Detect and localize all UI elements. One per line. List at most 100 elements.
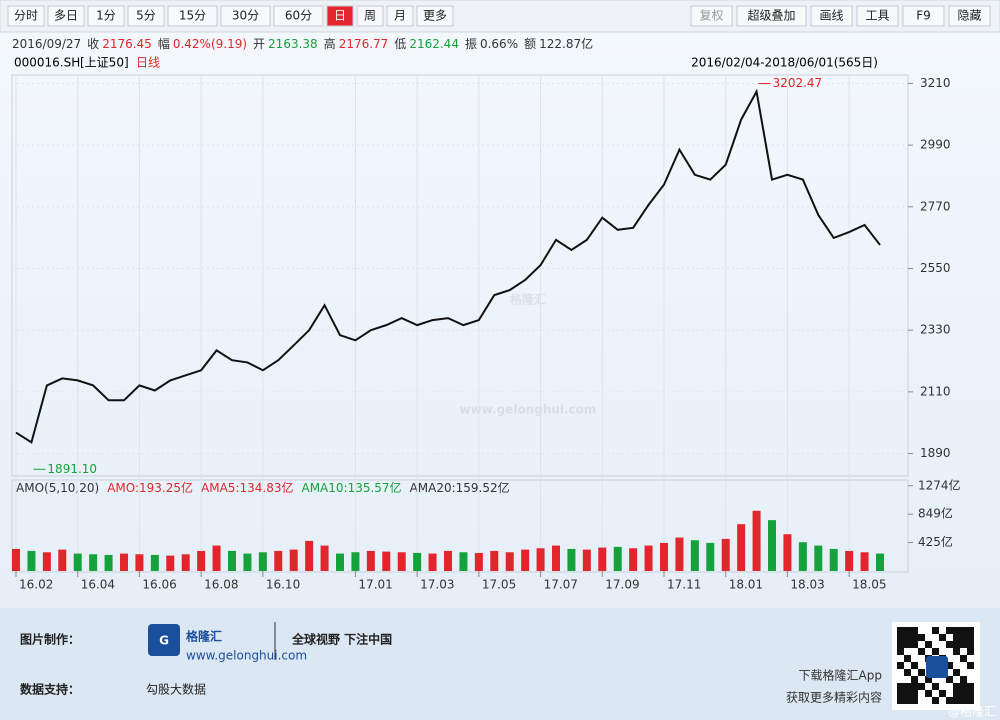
logo-icon bbox=[148, 624, 180, 656]
volume-bar bbox=[536, 548, 545, 571]
volume-bar bbox=[428, 553, 437, 571]
tool-button[interactable] bbox=[948, 5, 991, 27]
tab[interactable] bbox=[416, 5, 454, 27]
date-range[interactable]: 2016/02/04-2018/06/01(565日) bbox=[691, 56, 878, 70]
qr-cell bbox=[932, 683, 939, 690]
watermark-logo: 格隆汇 bbox=[510, 292, 546, 307]
volume-bar bbox=[613, 546, 622, 571]
logo-url: www.gelonghui.com bbox=[186, 649, 307, 663]
tab[interactable] bbox=[273, 5, 324, 27]
qr-cell bbox=[967, 697, 974, 704]
tool-label[interactable]: 复权 bbox=[699, 9, 723, 23]
qr-code bbox=[892, 622, 980, 710]
tab-label[interactable]: 5分 bbox=[136, 9, 156, 23]
x-tick-label: 17.07 bbox=[544, 578, 578, 592]
qr-cell bbox=[960, 641, 967, 648]
volume-bar bbox=[521, 549, 530, 571]
tab-label[interactable]: 月 bbox=[394, 9, 406, 23]
x-tick-label: 18.03 bbox=[790, 578, 824, 592]
legend-entry: AMO:193.25亿 bbox=[107, 480, 193, 495]
tool-label[interactable]: 画线 bbox=[819, 9, 843, 23]
x-tick-label: 17.03 bbox=[420, 578, 454, 592]
qr-cell bbox=[925, 676, 932, 683]
volume-bar bbox=[876, 553, 884, 571]
tool-button[interactable] bbox=[902, 5, 945, 27]
tool-button[interactable] bbox=[736, 5, 807, 27]
volume-bar bbox=[752, 510, 761, 571]
tool-label[interactable]: 超级叠加 bbox=[747, 8, 795, 23]
qr-cell bbox=[953, 683, 960, 690]
tab-label[interactable]: 15分 bbox=[179, 9, 206, 23]
qr-cell bbox=[960, 697, 967, 704]
volume-bar bbox=[690, 540, 699, 571]
volume-bar bbox=[58, 549, 67, 571]
tool-label[interactable]: F9 bbox=[916, 9, 931, 23]
tool-label[interactable]: 隐藏 bbox=[957, 9, 981, 23]
tab[interactable] bbox=[326, 5, 354, 27]
legend-entry: AMA10:135.57亿 bbox=[301, 480, 401, 495]
y-tick-label: 849亿 bbox=[918, 506, 953, 521]
volume-bar bbox=[320, 545, 329, 571]
tool-button[interactable] bbox=[810, 5, 853, 27]
volume-bar bbox=[505, 552, 514, 571]
qr-cell bbox=[904, 634, 911, 641]
quote-item: 2162.44 bbox=[409, 37, 459, 51]
symbol: 000016.SH bbox=[14, 56, 80, 70]
volume-bar bbox=[27, 550, 36, 571]
tab[interactable] bbox=[87, 5, 125, 27]
volume-bar bbox=[258, 552, 267, 571]
tab[interactable] bbox=[127, 5, 165, 27]
x-tick-label: 17.05 bbox=[482, 578, 516, 592]
app-line-2: 获取更多精彩内容 bbox=[786, 690, 882, 705]
qr-cell bbox=[953, 627, 960, 634]
qr-cell bbox=[904, 690, 911, 697]
logo-text: 格隆汇 bbox=[186, 629, 222, 644]
price-line bbox=[15, 88, 881, 444]
x-tick-label: 16.04 bbox=[81, 578, 115, 592]
tab[interactable] bbox=[167, 5, 218, 27]
quote-item: 0.66% bbox=[480, 37, 518, 51]
qr-cell bbox=[953, 690, 960, 697]
tab-label[interactable]: 周 bbox=[364, 9, 376, 23]
tab[interactable] bbox=[356, 5, 384, 27]
tab-label[interactable]: 更多 bbox=[423, 9, 447, 23]
volume-bar bbox=[413, 552, 422, 571]
slogan: 全球视野 下注中国 bbox=[291, 632, 392, 647]
data-label: 数据支持： bbox=[20, 682, 80, 697]
quote-item: 额 bbox=[524, 37, 536, 51]
qr-cell bbox=[967, 641, 974, 648]
volume-bar bbox=[829, 548, 838, 571]
tab-label[interactable]: 多日 bbox=[54, 9, 78, 23]
qr-cell bbox=[911, 690, 918, 697]
tab[interactable] bbox=[220, 5, 271, 27]
tool-label[interactable]: 工具 bbox=[865, 9, 889, 23]
tool-button[interactable] bbox=[856, 5, 899, 27]
quote-item: 0.42%(9.19) bbox=[173, 37, 247, 51]
tab-label[interactable]: 1分 bbox=[96, 9, 116, 23]
x-tick-label: 16.08 bbox=[204, 578, 238, 592]
tool-button[interactable] bbox=[690, 5, 733, 27]
qr-cell bbox=[897, 690, 904, 697]
volume-bar bbox=[444, 550, 452, 571]
volume-bar bbox=[336, 553, 344, 571]
tab-label[interactable]: 30分 bbox=[232, 9, 259, 23]
volume-bar bbox=[629, 548, 638, 571]
qr-cell bbox=[897, 697, 904, 704]
annotation-label: 3202.47 bbox=[773, 76, 823, 90]
watermark-url: www.gelonghui.com bbox=[460, 403, 597, 417]
tab-label[interactable]: 分时 bbox=[14, 9, 38, 23]
qr-cell bbox=[953, 641, 960, 648]
volume-bar bbox=[598, 547, 607, 571]
qr-cell bbox=[960, 634, 967, 641]
quote-item: 2163.38 bbox=[268, 37, 318, 51]
quote-item: 低 bbox=[394, 37, 406, 51]
y-tick-label: 1890 bbox=[920, 446, 951, 460]
tab[interactable] bbox=[47, 5, 85, 27]
volume-bar bbox=[135, 554, 144, 571]
tab[interactable] bbox=[386, 5, 414, 27]
y-tick-label: 1274亿 bbox=[918, 477, 961, 492]
tab[interactable] bbox=[7, 5, 45, 27]
quote-item: 幅 bbox=[158, 36, 170, 51]
tab-label[interactable]: 日 bbox=[334, 9, 346, 23]
tab-label[interactable]: 60分 bbox=[285, 9, 312, 23]
